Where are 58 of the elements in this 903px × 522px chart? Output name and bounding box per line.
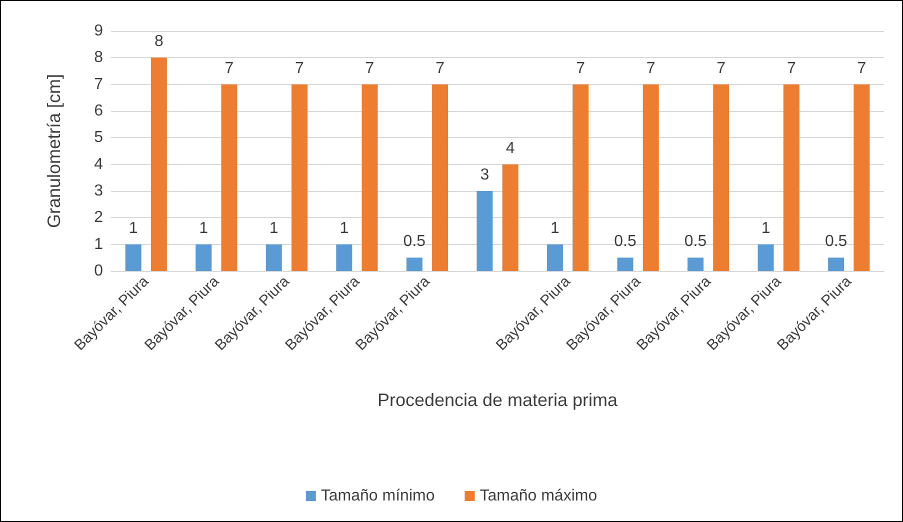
- bar: [150, 58, 167, 271]
- y-axis-title: Granulometría [cm]: [44, 74, 64, 228]
- bar: [476, 191, 493, 271]
- y-tick-label: 2: [94, 209, 104, 226]
- y-tick-label: 3: [94, 182, 104, 200]
- y-tick-label: 8: [94, 49, 104, 66]
- data-label: 7: [646, 60, 656, 77]
- data-label: 1: [128, 220, 138, 237]
- bar: [713, 84, 730, 271]
- data-label: 7: [576, 60, 586, 77]
- data-label: 7: [295, 60, 304, 77]
- bar: [783, 84, 800, 271]
- bar: [196, 244, 212, 271]
- y-tick-label: 4: [94, 156, 104, 173]
- data-label: 7: [365, 60, 374, 77]
- data-label: 8: [154, 33, 164, 50]
- data-label: 1: [340, 220, 349, 237]
- bar: [362, 84, 378, 271]
- y-tick-label: 0: [94, 262, 104, 280]
- data-label: 1: [550, 220, 560, 237]
- bar: [617, 258, 634, 271]
- bar: [688, 258, 704, 271]
- bar: [854, 84, 870, 271]
- x-axis-title: Procedencia de materia prima: [377, 390, 619, 410]
- data-label: 7: [857, 60, 866, 77]
- bar: [432, 84, 448, 271]
- y-tick-label: 5: [94, 129, 104, 146]
- data-label: 7: [224, 60, 234, 77]
- data-label: 0.5: [684, 233, 707, 250]
- data-label: 1: [761, 220, 770, 237]
- bar: [642, 84, 659, 271]
- bar: [336, 244, 352, 271]
- legend-label: Tamaño máximo: [480, 488, 598, 504]
- bar: [828, 258, 844, 271]
- y-tick-label: 9: [94, 22, 104, 40]
- data-label: 0.5: [403, 233, 426, 250]
- y-tick-label: 7: [94, 76, 104, 93]
- data-label: 0.5: [824, 233, 848, 250]
- bar: [758, 244, 774, 271]
- bar: [502, 164, 518, 271]
- data-label: 0.5: [614, 233, 636, 250]
- bar: [266, 244, 282, 271]
- y-tick-label: 6: [94, 102, 104, 120]
- data-label: 7: [716, 60, 726, 77]
- bar: [125, 244, 142, 271]
- data-label: 7: [436, 60, 445, 77]
- bar: [406, 258, 422, 271]
- y-tick-label: 1: [94, 236, 104, 253]
- bar: [546, 244, 563, 271]
- data-label: 1: [269, 220, 278, 237]
- bar: [572, 84, 589, 271]
- bar: [291, 84, 308, 271]
- data-label: 3: [480, 166, 490, 184]
- data-label: 1: [199, 220, 208, 237]
- data-label: 7: [786, 60, 796, 77]
- data-label: 4: [506, 140, 515, 157]
- bar: [221, 84, 238, 271]
- legend-label: Tamaño mínimo: [320, 488, 435, 504]
